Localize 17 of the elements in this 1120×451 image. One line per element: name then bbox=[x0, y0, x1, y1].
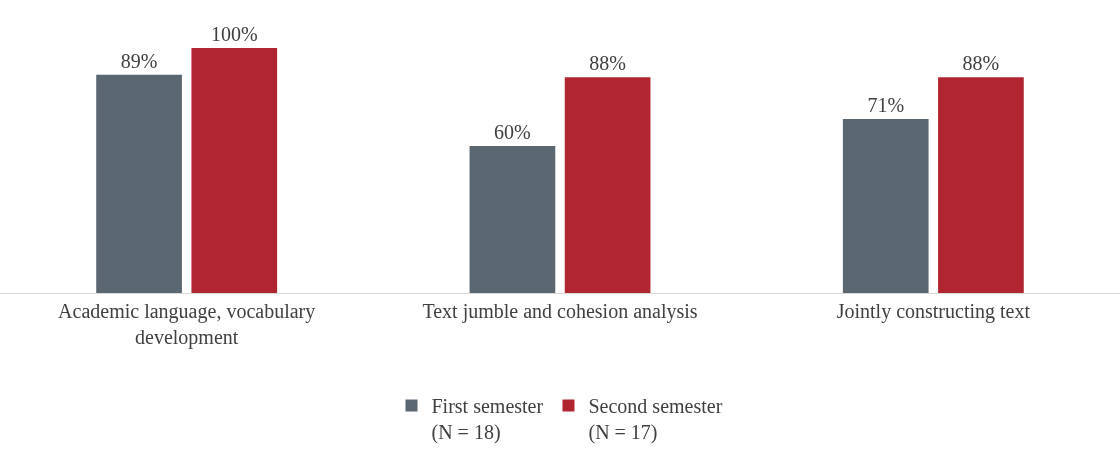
bar bbox=[191, 47, 278, 293]
bar bbox=[564, 77, 651, 293]
data-label: 71% bbox=[867, 93, 905, 116]
legend-label: First semester (N = 18) bbox=[431, 395, 544, 445]
data-label: 89% bbox=[120, 49, 158, 72]
data-label: 88% bbox=[962, 52, 1000, 75]
bar bbox=[96, 74, 182, 293]
x-tick-label: Jointly constructing text bbox=[836, 300, 1031, 323]
x-tick-label: Academic language, vocabulary development bbox=[58, 300, 316, 349]
data-label: 100% bbox=[210, 22, 258, 45]
bar bbox=[842, 118, 929, 293]
x-tick-label: Text jumble and cohesion analysis bbox=[422, 300, 698, 323]
bar bbox=[938, 77, 1024, 293]
legend-label: Second semester (N = 17) bbox=[588, 395, 723, 445]
data-label: 60% bbox=[494, 120, 531, 143]
data-label: 88% bbox=[589, 52, 626, 75]
bar bbox=[469, 145, 556, 293]
